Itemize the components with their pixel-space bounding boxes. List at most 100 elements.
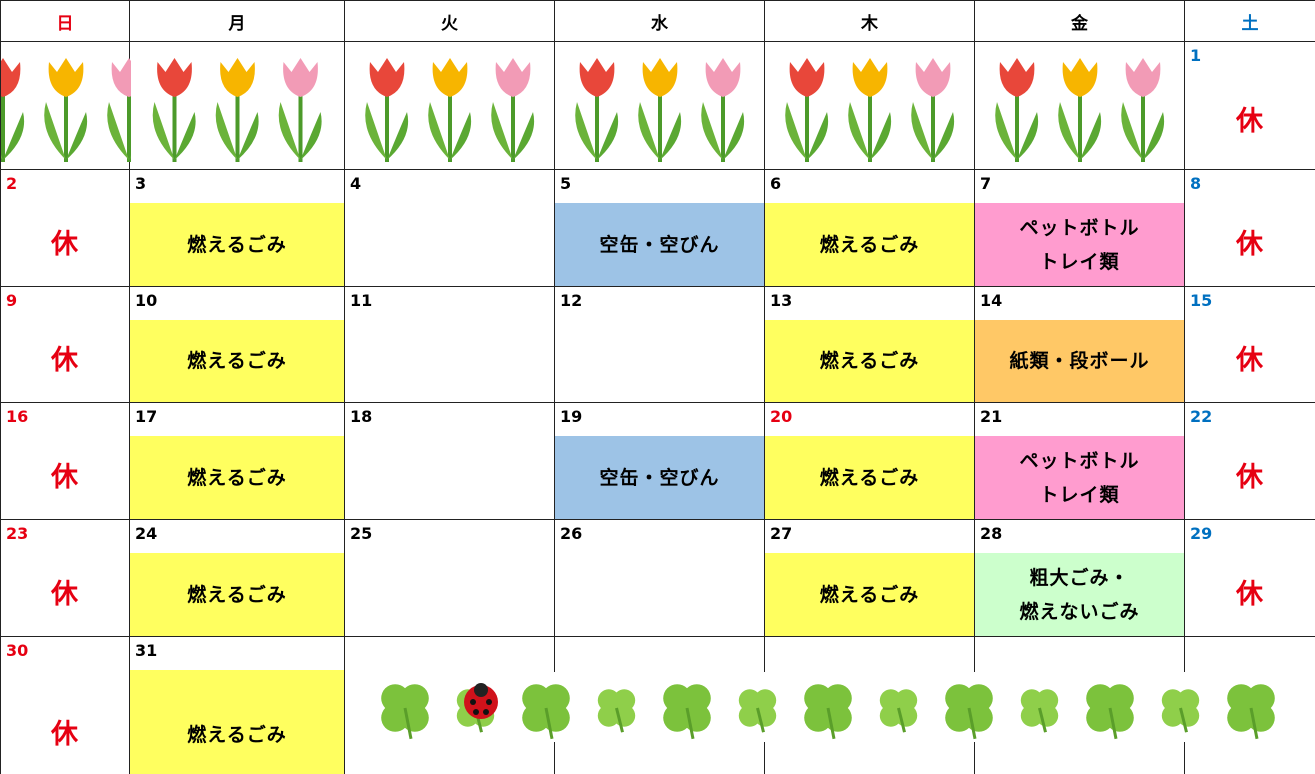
clover-strip [360,672,1300,742]
day-number: 4 [350,174,362,193]
label-line: 空缶・空びん [599,233,720,256]
label-line: 燃えるごみ [187,583,287,606]
label-line: 空缶・空びん [599,466,720,489]
day-number: 21 [980,407,1003,426]
garbage-label: 紙類・段ボール [975,320,1184,402]
day-cell: 10 燃えるごみ [130,287,345,403]
day-cell: 18 [345,403,555,520]
label-line: 燃えるごみ [187,233,287,256]
day-number: 9 [6,291,18,310]
label-line: 休 [1236,106,1264,137]
day-number: 20 [770,407,793,426]
day-number: 11 [350,291,373,310]
decoration [381,683,1275,740]
garbage-label: 空缶・空びん [555,203,764,286]
day-cell: 20 燃えるごみ [765,403,975,520]
label-line: 燃えるごみ [187,466,287,489]
weekday-header: 火 [345,0,555,42]
holiday-mark: 休 [1,436,129,519]
day-number: 23 [6,524,29,543]
day-cell: 7 ペットボトル トレイ類 [975,170,1185,287]
garbage-label: 燃えるごみ [130,320,344,402]
day-number: 14 [980,291,1003,310]
day-number: 18 [350,407,373,426]
holiday-mark: 休 [1,670,129,774]
day-cell: 11 [345,287,555,403]
day-number: 17 [135,407,158,426]
day-cell: 17 燃えるごみ [130,403,345,520]
day-cell: 6 燃えるごみ [765,170,975,287]
day-cell [130,42,345,170]
day-cell [765,42,975,170]
garbage-label: 燃えるごみ [130,553,344,636]
day-cell: 25 [345,520,555,637]
decoration [365,58,535,162]
label-line: 紙類・段ボール [1009,350,1150,372]
garbage-label: ペットボトル トレイ類 [975,203,1184,286]
day-cell: 13 燃えるごみ [765,287,975,403]
day-number: 19 [560,407,583,426]
label-line: 休 [1236,345,1264,376]
garbage-label: 粗大ごみ・燃えないごみ [975,553,1184,636]
day-cell: 31 燃えるごみ [130,637,345,774]
day-cell [345,42,555,170]
garbage-label: ペットボトル トレイ類 [975,436,1184,519]
weekday-header: 月 [130,0,345,42]
label-line: 燃えるごみ [819,466,920,489]
label-line: ペットボトル [1019,449,1140,472]
label-line: 休 [51,578,79,610]
day-cell: 5 空缶・空びん [555,170,765,287]
day-number: 31 [135,641,158,660]
day-cell: 21 ペットボトル トレイ類 [975,403,1185,520]
garbage-label: 燃えるごみ [765,203,974,286]
day-cell [555,42,765,170]
decoration [995,58,1165,162]
day-number: 5 [560,174,572,193]
label-line: 燃えるごみ [819,233,920,256]
day-number: 8 [1190,174,1202,193]
weekday-header: 日 [0,0,130,42]
label-line: 休 [1236,461,1264,493]
holiday-mark: 休 [1185,75,1315,169]
label-line: 燃えないごみ [1019,600,1140,623]
day-number: 3 [135,174,147,193]
day-number: 7 [980,174,992,193]
day-number: 15 [1190,291,1213,310]
day-number: 26 [560,524,583,543]
day-number: 12 [560,291,583,310]
garbage-label: 燃えるごみ [130,203,344,286]
label-line: トレイ類 [1039,483,1120,506]
day-number: 29 [1190,524,1213,543]
holiday-mark: 休 [1185,436,1315,519]
day-number: 28 [980,524,1003,543]
day-number: 25 [350,524,373,543]
day-number: 13 [770,291,793,310]
holiday-mark: 休 [1,320,129,402]
label-line: 燃えるごみ [187,723,287,746]
day-cell: 14 紙類・段ボール [975,287,1185,403]
label-line: 休 [1236,228,1264,260]
garbage-label: 空缶・空びん [555,436,764,519]
label-line: 燃えるごみ [819,583,920,606]
day-cell: 28 粗大ごみ・燃えないごみ [975,520,1185,637]
label-line: 休 [51,345,79,376]
label-line: 燃えるごみ [187,350,287,372]
garbage-label: 燃えるごみ [765,553,974,636]
day-cell [975,42,1185,170]
day-cell: 16 休 [0,403,130,520]
day-cell: 27 燃えるごみ [765,520,975,637]
garbage-label: 燃えるごみ [130,670,344,774]
decoration [152,58,322,162]
day-cell [0,42,131,170]
day-number: 2 [6,174,18,193]
holiday-mark: 休 [1185,320,1315,402]
weekday-header: 金 [975,0,1185,42]
label-line: 粗大ごみ・ [1029,566,1130,589]
garbage-label: 燃えるごみ [765,320,974,402]
decoration [575,58,745,162]
holiday-mark: 休 [1,203,129,286]
